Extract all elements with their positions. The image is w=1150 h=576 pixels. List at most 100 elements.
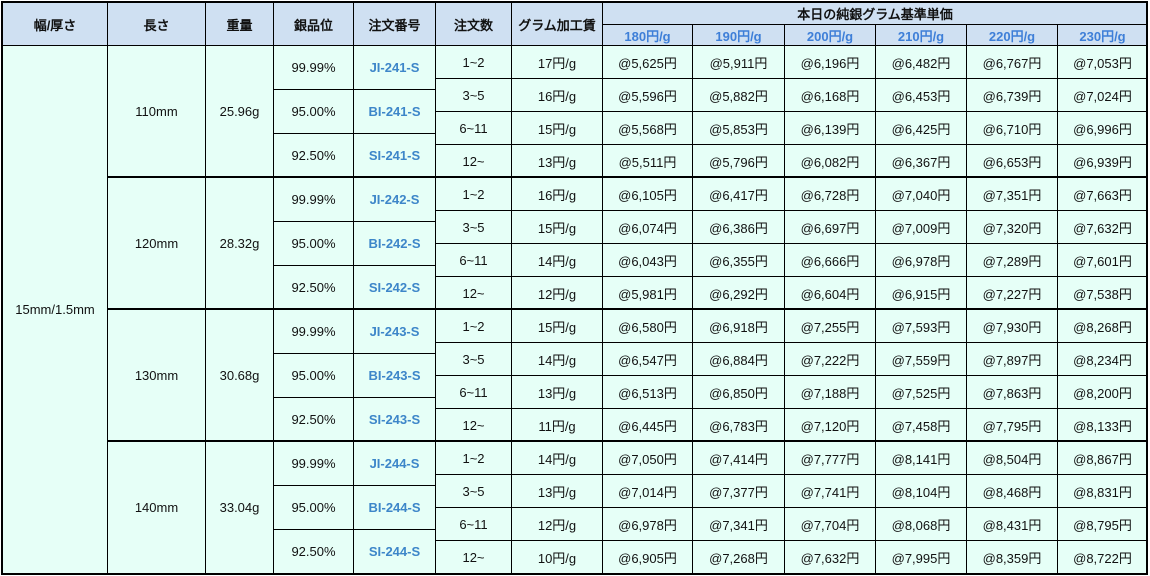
order-number-link[interactable]: BI-241-S [353,89,436,134]
unit-price-cell: @8,104円 [875,474,967,508]
unit-price-cell: @6,513円 [602,375,693,409]
unit-price-cell: @6,767円 [966,45,1058,79]
unit-price-cell: @5,511円 [602,144,693,178]
header-order-no: 注文番号 [353,2,436,46]
unit-price-cell: @6,292円 [692,276,785,310]
unit-price-cell: @6,850円 [692,375,785,409]
order-number-link[interactable]: BI-244-S [353,485,436,530]
unit-price-cell: @8,068円 [875,507,967,541]
quantity-cell: 6~11 [435,243,512,277]
unit-price-cell: @8,795円 [1057,507,1148,541]
quantity-cell: 6~11 [435,507,512,541]
unit-price-cell: @6,445円 [602,408,693,442]
unit-price-cell: @8,722円 [1057,540,1148,574]
unit-price-cell: @8,468円 [966,474,1058,508]
unit-price-cell: @6,196円 [784,45,876,79]
weight-cell: 28.32g [205,177,274,310]
processing-fee-cell: 15円/g [511,210,603,244]
order-number-link[interactable]: JI-241-S [353,45,436,90]
unit-price-cell: @5,981円 [602,276,693,310]
unit-price-cell: @6,105円 [602,177,693,211]
weight-cell: 33.04g [205,441,274,574]
length-cell: 120mm [107,177,206,310]
unit-price-cell: @7,268円 [692,540,785,574]
unit-price-cell: @7,538円 [1057,276,1148,310]
processing-fee-cell: 17円/g [511,45,603,79]
unit-price-cell: @7,289円 [966,243,1058,277]
processing-fee-cell: 14円/g [511,342,603,376]
purity-cell: 92.50% [273,529,354,574]
quantity-cell: 1~2 [435,177,512,211]
unit-price-cell: @7,863円 [966,375,1058,409]
quantity-cell: 12~ [435,276,512,310]
unit-price-cell: @7,377円 [692,474,785,508]
unit-price-cell: @6,417円 [692,177,785,211]
unit-price-cell: @6,905円 [602,540,693,574]
unit-price-cell: @6,710円 [966,111,1058,145]
quantity-cell: 12~ [435,540,512,574]
unit-price-cell: @6,386円 [692,210,785,244]
unit-price-cell: @6,043円 [602,243,693,277]
order-number-link[interactable]: BI-243-S [353,353,436,398]
processing-fee-cell: 16円/g [511,177,603,211]
unit-price-cell: @7,351円 [966,177,1058,211]
quantity-cell: 1~2 [435,441,512,475]
order-number-link[interactable]: SI-243-S [353,397,436,442]
unit-price-cell: @6,082円 [784,144,876,178]
order-number-link[interactable]: JI-242-S [353,177,436,222]
purity-cell: 99.99% [273,45,354,90]
unit-price-cell: @5,882円 [692,78,785,112]
quantity-cell: 6~11 [435,375,512,409]
processing-fee-cell: 13円/g [511,474,603,508]
order-number-link[interactable]: JI-244-S [353,441,436,486]
unit-price-cell: @7,320円 [966,210,1058,244]
quantity-cell: 3~5 [435,78,512,112]
unit-price-cell: @6,355円 [692,243,785,277]
order-number-link[interactable]: BI-242-S [353,221,436,266]
order-number-link[interactable]: SI-242-S [353,265,436,310]
unit-price-cell: @5,796円 [692,144,785,178]
unit-price-cell: @5,568円 [602,111,693,145]
processing-fee-cell: 11円/g [511,408,603,442]
order-number-link[interactable]: SI-244-S [353,529,436,574]
order-number-link[interactable]: JI-243-S [353,309,436,354]
length-cell: 110mm [107,45,206,178]
unit-price-cell: @6,580円 [602,309,693,343]
quantity-cell: 6~11 [435,111,512,145]
unit-price-cell: @6,604円 [784,276,876,310]
processing-fee-cell: 12円/g [511,276,603,310]
header-fee: グラム加工賃 [511,2,603,46]
unit-price-cell: @7,632円 [784,540,876,574]
order-number-link[interactable]: SI-241-S [353,133,436,178]
unit-price-cell: @7,777円 [784,441,876,475]
header-width-thickness: 幅/厚さ [2,2,108,46]
processing-fee-cell: 10円/g [511,540,603,574]
purity-cell: 99.99% [273,177,354,222]
unit-price-cell: @5,625円 [602,45,693,79]
unit-price-cell: @7,663円 [1057,177,1148,211]
unit-price-cell: @7,341円 [692,507,785,541]
header-base-price: 210円/g [875,24,967,46]
header-base-price: 190円/g [692,24,785,46]
unit-price-cell: @7,525円 [875,375,967,409]
unit-price-cell: @6,697円 [784,210,876,244]
unit-price-cell: @7,188円 [784,375,876,409]
unit-price-cell: @8,831円 [1057,474,1148,508]
quantity-cell: 3~5 [435,342,512,376]
purity-cell: 95.00% [273,353,354,398]
unit-price-cell: @8,504円 [966,441,1058,475]
quantity-cell: 3~5 [435,210,512,244]
group-divider [107,176,1147,178]
length-cell: 140mm [107,441,206,574]
unit-price-cell: @7,559円 [875,342,967,376]
processing-fee-cell: 15円/g [511,309,603,343]
unit-price-cell: @6,739円 [966,78,1058,112]
unit-price-cell: @6,996円 [1057,111,1148,145]
purity-cell: 92.50% [273,265,354,310]
unit-price-cell: @7,897円 [966,342,1058,376]
weight-cell: 30.68g [205,309,274,442]
unit-price-cell: @8,141円 [875,441,967,475]
unit-price-cell: @6,783円 [692,408,785,442]
unit-price-cell: @7,601円 [1057,243,1148,277]
unit-price-cell: @8,133円 [1057,408,1148,442]
